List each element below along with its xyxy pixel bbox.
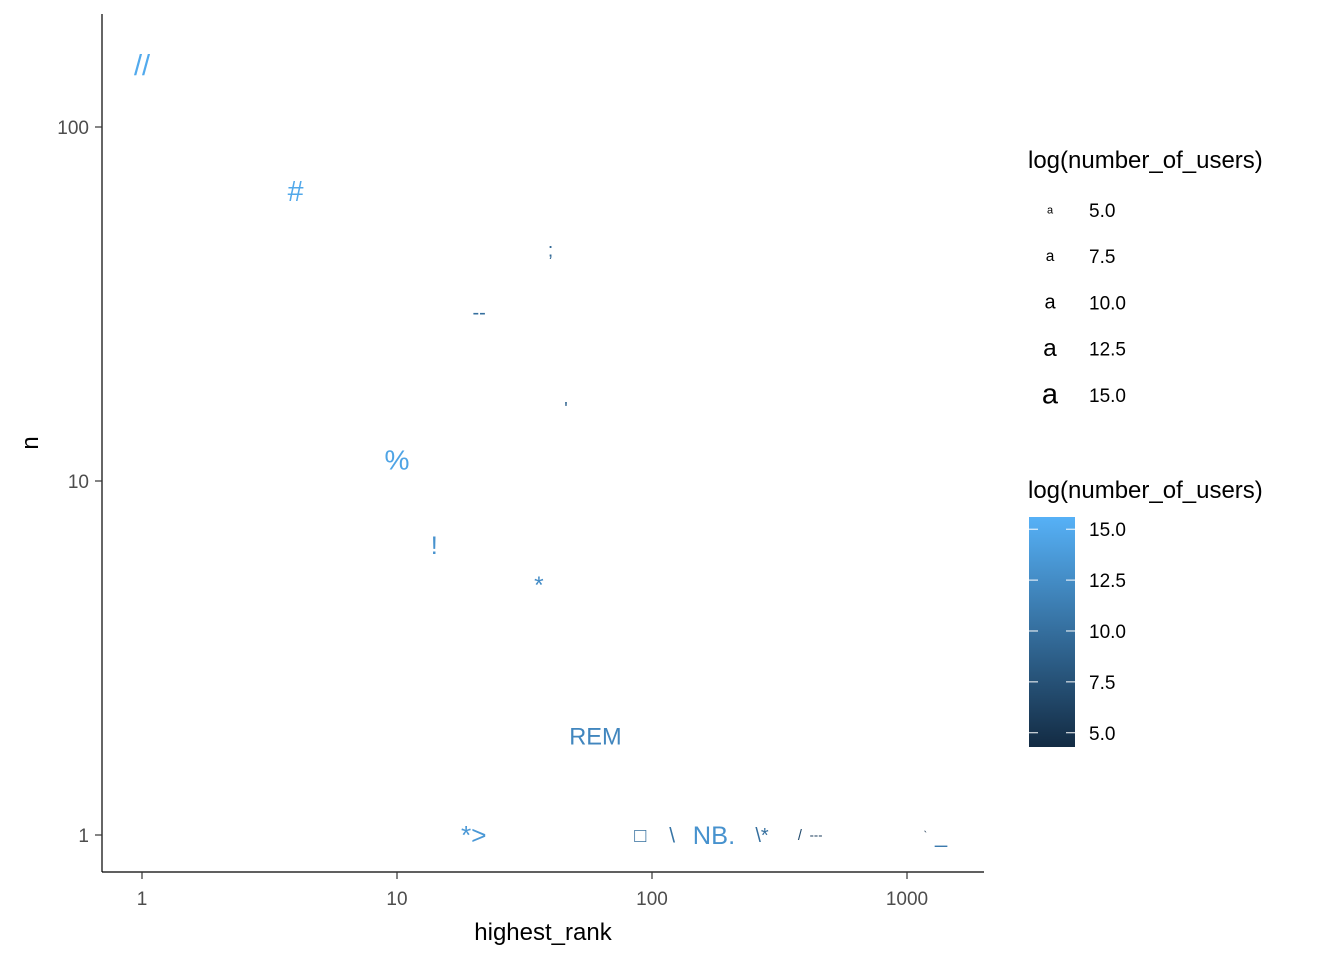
point-label: --- <box>810 827 823 842</box>
axes <box>101 14 984 873</box>
point-label: ` <box>923 830 927 842</box>
size-legend: log(number_of_users) a 5.0 a 7.5 a 10.0 a 12.5 a… <box>1028 147 1263 411</box>
point-label: REM <box>569 725 621 751</box>
y-tick-label: 1 <box>78 826 89 847</box>
point-label: / <box>798 828 803 844</box>
x-tick-label: 10 <box>386 889 407 910</box>
x-axis-title: highest_rank <box>474 919 612 946</box>
x-ticks: 1 10 100 1000 <box>137 872 928 910</box>
point-label: *> <box>461 820 487 850</box>
colorbar <box>1029 517 1075 747</box>
point-label: NB. <box>693 822 735 850</box>
size-legend-label: 15.0 <box>1089 386 1126 407</box>
size-legend-label: 7.5 <box>1089 247 1115 268</box>
size-legend-key: a <box>1042 379 1059 411</box>
point-label: ; <box>548 240 553 261</box>
size-legend-title: log(number_of_users) <box>1028 147 1263 174</box>
point-label: ! <box>431 532 438 560</box>
color-legend-label: 10.0 <box>1089 622 1126 643</box>
point-label: \ <box>669 824 675 847</box>
point-label: \* <box>755 825 769 847</box>
size-legend-key: a <box>1047 204 1054 216</box>
size-legend-key: a <box>1044 291 1056 313</box>
point-label: % <box>385 444 410 475</box>
color-legend-label: 5.0 <box>1089 724 1115 745</box>
color-legend: log(number_of_users) 15.0 12.5 10.0 7.5 5.0 <box>1028 477 1263 747</box>
point-label: -- <box>473 302 486 324</box>
y-tick-label: 100 <box>57 118 89 139</box>
size-legend-key: a <box>1043 335 1057 362</box>
data-points: // #; -- '%! * REM *> □ \ NB. \* / --- ` _ <box>134 50 948 850</box>
x-tick-label: 100 <box>636 889 668 910</box>
x-tick-label: 1000 <box>886 889 928 910</box>
point-label: □ <box>634 825 646 847</box>
size-legend-key: a <box>1046 248 1055 265</box>
y-axis-title: n <box>17 436 44 449</box>
point-label: # <box>288 176 304 208</box>
point-label: _ <box>934 823 948 848</box>
point-label: ' <box>564 399 567 419</box>
size-legend-label: 5.0 <box>1089 201 1115 222</box>
size-legend-label: 12.5 <box>1089 340 1126 361</box>
color-legend-label: 12.5 <box>1089 571 1126 592</box>
color-legend-label: 7.5 <box>1089 673 1115 694</box>
point-label: * <box>534 572 544 599</box>
color-legend-label: 15.0 <box>1089 520 1126 541</box>
y-tick-label: 10 <box>68 472 89 493</box>
y-ticks: 1 10 100 <box>57 118 102 847</box>
point-label: // <box>134 50 151 82</box>
color-legend-title: log(number_of_users) <box>1028 477 1263 504</box>
x-tick-label: 1 <box>137 889 148 910</box>
size-legend-label: 10.0 <box>1089 293 1126 314</box>
